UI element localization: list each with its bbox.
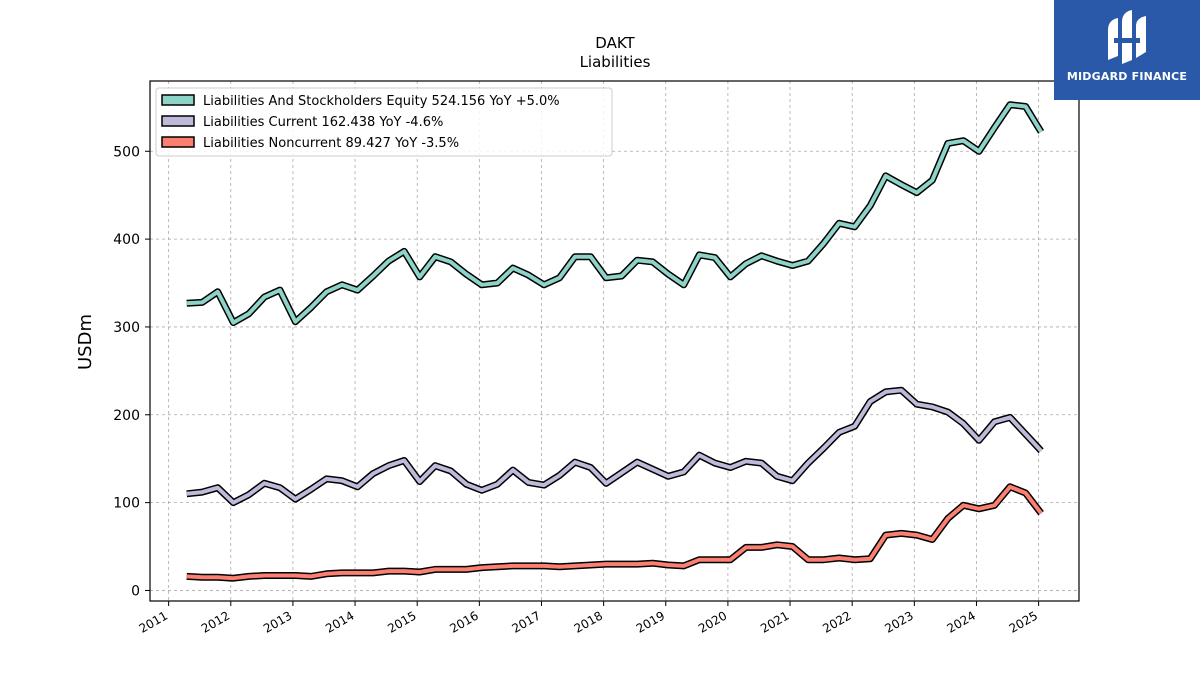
grid [150, 81, 1079, 601]
x-tick-label: 2025 [1007, 608, 1040, 635]
legend-swatch-0 [161, 94, 195, 106]
chart-title: DAKT [595, 34, 635, 52]
x-tick-label: 2014 [323, 608, 356, 635]
y-axis-label: USDm [75, 314, 96, 370]
series-line-0 [186, 102, 1043, 325]
y-tick-label: 0 [131, 583, 140, 599]
midgard-logo-icon [1108, 10, 1146, 64]
series-line-1 [186, 388, 1043, 505]
x-tick-label: 2016 [447, 608, 480, 635]
legend: Liabilities And Stockholders Equity 524.… [155, 87, 613, 157]
x-axis: 2011 2012 2013 2014 2015 2016 2017 2018 2019 2020… [137, 601, 1040, 636]
y-tick-label: 300 [113, 320, 140, 336]
x-tick-label: 2020 [696, 608, 729, 635]
y-tick-label: 400 [113, 232, 140, 248]
legend-swatch-1 [161, 115, 195, 127]
legend-entry-1: Liabilities Current 162.438 YoY -4.6% [203, 115, 443, 130]
x-tick-label: 2018 [572, 608, 605, 635]
legend-entry-0: Liabilities And Stockholders Equity 524.… [203, 94, 560, 109]
x-tick-label: 2021 [758, 608, 791, 635]
brand-logo: MIDGARD FINANCE [1054, 0, 1200, 100]
logo-text: MIDGARD FINANCE [1066, 70, 1188, 83]
y-tick-label: 100 [113, 496, 140, 512]
plot-frame [149, 80, 1080, 602]
x-tick-label: 2017 [510, 608, 543, 635]
x-tick-label: 2011 [137, 608, 170, 635]
x-tick-label: 2022 [820, 608, 853, 635]
y-axis: 0 100 200 300 400 500 [113, 144, 150, 599]
chart-subtitle: Liabilities [580, 53, 651, 71]
x-tick-label: 2013 [261, 608, 294, 635]
series-layer [186, 101, 1045, 582]
series-line-2 [186, 484, 1043, 581]
legend-entry-2: Liabilities Noncurrent 89.427 YoY -3.5% [203, 136, 459, 151]
x-tick-label: 2012 [199, 608, 232, 635]
x-tick-label: 2024 [945, 608, 978, 635]
y-tick-label: 200 [113, 408, 140, 424]
x-tick-label: 2023 [882, 608, 915, 635]
legend-box [155, 87, 613, 157]
y-tick-label: 500 [113, 144, 140, 160]
x-tick-label: 2015 [385, 608, 418, 635]
x-tick-label: 2019 [634, 608, 667, 635]
legend-swatch-2 [161, 136, 195, 148]
